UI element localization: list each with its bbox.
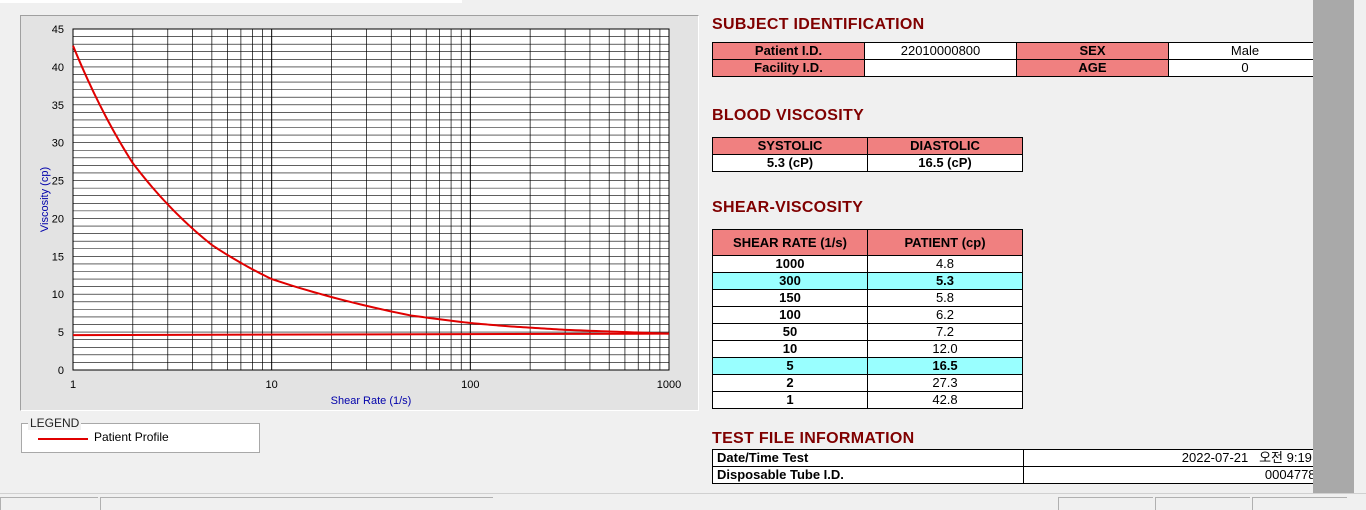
series-line-patient-profile (72, 45, 670, 335)
diastolic-label: DIASTOLIC (867, 137, 1023, 155)
bottom-button[interactable] (0, 497, 98, 510)
blood-table: SYSTOLIC DIASTOLIC 5.3 (cP) 16.5 (cP) (712, 137, 1023, 172)
y-tick-label: 30 (52, 138, 64, 150)
table-row: 100 6.2 (712, 306, 1023, 324)
tube-id-label: Disposable Tube I.D. (712, 466, 1024, 484)
patient-cp-header: PATIENT (cp) (867, 229, 1023, 256)
viscosity-chart-panel: 0 5 10 15 20 25 30 35 40 45 1 10 100 1000 Shear Rate (… (20, 15, 699, 411)
x-tick-label: 10 (266, 379, 278, 391)
shear-rate-cell: 150 (712, 289, 868, 307)
top-strip (0, 0, 462, 3)
testfile-title: TEST FILE INFORMATION (712, 430, 915, 447)
datetime-value: 2022-07-21 오전 9:19:00 (1023, 449, 1335, 467)
bottom-button[interactable] (1155, 497, 1250, 510)
patient-cp-cell: 6.2 (867, 306, 1023, 324)
y-tick-label: 35 (52, 100, 64, 112)
x-tick-label: 100 (461, 379, 479, 391)
table-row: 150 5.8 (712, 289, 1023, 307)
shear-table: SHEAR RATE (1/s) PATIENT (cp) 1000 4.8 3… (712, 229, 1023, 409)
bottom-field[interactable] (100, 497, 493, 510)
subject-table: Patient I.D. 22010000800 SEX Male Facili… (712, 42, 1322, 77)
y-tick-label: 15 (52, 251, 64, 263)
patient-cp-cell: 16.5 (867, 357, 1023, 375)
table-row: 1 42.8 (712, 391, 1023, 409)
shear-rate-header: SHEAR RATE (1/s) (712, 229, 868, 256)
legend-box: LEGEND Patient Profile (21, 416, 260, 453)
patient-cp-cell: 42.8 (867, 391, 1023, 409)
bottom-button[interactable] (1252, 497, 1347, 510)
patient-cp-cell: 12.0 (867, 340, 1023, 358)
shear-rate-cell: 100 (712, 306, 868, 324)
table-row-highlighted: 5 16.5 (712, 357, 1023, 375)
y-tick-label: 40 (52, 62, 64, 74)
shear-title: SHEAR-VISCOSITY (712, 199, 864, 216)
datetime-label: Date/Time Test (712, 449, 1024, 467)
table-row-highlighted: 300 5.3 (712, 272, 1023, 290)
shear-rate-cell: 10 (712, 340, 868, 358)
patient-cp-cell: 4.8 (867, 255, 1023, 273)
table-row: 2 27.3 (712, 374, 1023, 392)
plot-area (72, 28, 670, 371)
x-tick-label: 1 (70, 379, 76, 391)
age-label: AGE (1016, 59, 1169, 77)
y-tick-label: 25 (52, 176, 64, 188)
viscosity-chart: 0 5 10 15 20 25 30 35 40 45 1 10 100 1000 Shear Rate (… (39, 24, 681, 407)
shear-rate-cell: 1000 (712, 255, 868, 273)
patient-cp-cell: 27.3 (867, 374, 1023, 392)
right-edge (1354, 0, 1366, 508)
shear-rate-cell: 50 (712, 323, 868, 341)
shear-rate-cell: 1 (712, 391, 868, 409)
shear-rate-cell: 5 (712, 357, 868, 375)
legend-title: LEGEND (28, 416, 82, 430)
baseline-line (72, 332, 670, 337)
x-tick-label: 1000 (657, 379, 681, 391)
bottom-button[interactable] (1058, 497, 1153, 510)
sex-value: Male (1168, 42, 1322, 60)
table-row: 10 12.0 (712, 340, 1023, 358)
age-value: 0 (1168, 59, 1322, 77)
y-tick-label: 0 (58, 365, 64, 377)
facility-id-label: Facility I.D. (712, 59, 865, 77)
bottom-toolbar (0, 493, 1366, 510)
shear-rate-cell: 2 (712, 374, 868, 392)
systolic-value: 5.3 (cP) (712, 154, 868, 172)
tube-id-value: 000477839 (1023, 466, 1335, 484)
subject-title: SUBJECT IDENTIFICATION (712, 16, 925, 33)
systolic-label: SYSTOLIC (712, 137, 868, 155)
patient-cp-cell: 7.2 (867, 323, 1023, 341)
table-row: 50 7.2 (712, 323, 1023, 341)
patient-id-value: 22010000800 (864, 42, 1017, 60)
x-axis-label: Shear Rate (1/s) (331, 395, 412, 407)
shear-rate-cell: 300 (712, 272, 868, 290)
y-tick-label: 5 (58, 327, 64, 339)
table-row: 1000 4.8 (712, 255, 1023, 273)
legend-line-swatch (38, 438, 88, 440)
y-tick-label: 10 (52, 289, 64, 301)
y-tick-label: 45 (52, 24, 64, 36)
y-tick-label: 20 (52, 213, 64, 225)
diastolic-value: 16.5 (cP) (867, 154, 1023, 172)
blood-title: BLOOD VISCOSITY (712, 107, 865, 124)
patient-cp-cell: 5.3 (867, 272, 1023, 290)
patient-cp-cell: 5.8 (867, 289, 1023, 307)
sex-label: SEX (1016, 42, 1169, 60)
patient-id-label: Patient I.D. (712, 42, 865, 60)
legend-label: Patient Profile (94, 430, 169, 444)
facility-id-value (864, 59, 1017, 77)
testfile-table: Date/Time Test 2022-07-21 오전 9:19:00 Dis… (712, 449, 1335, 484)
y-axis-label: Viscosity (cp) (39, 167, 51, 232)
